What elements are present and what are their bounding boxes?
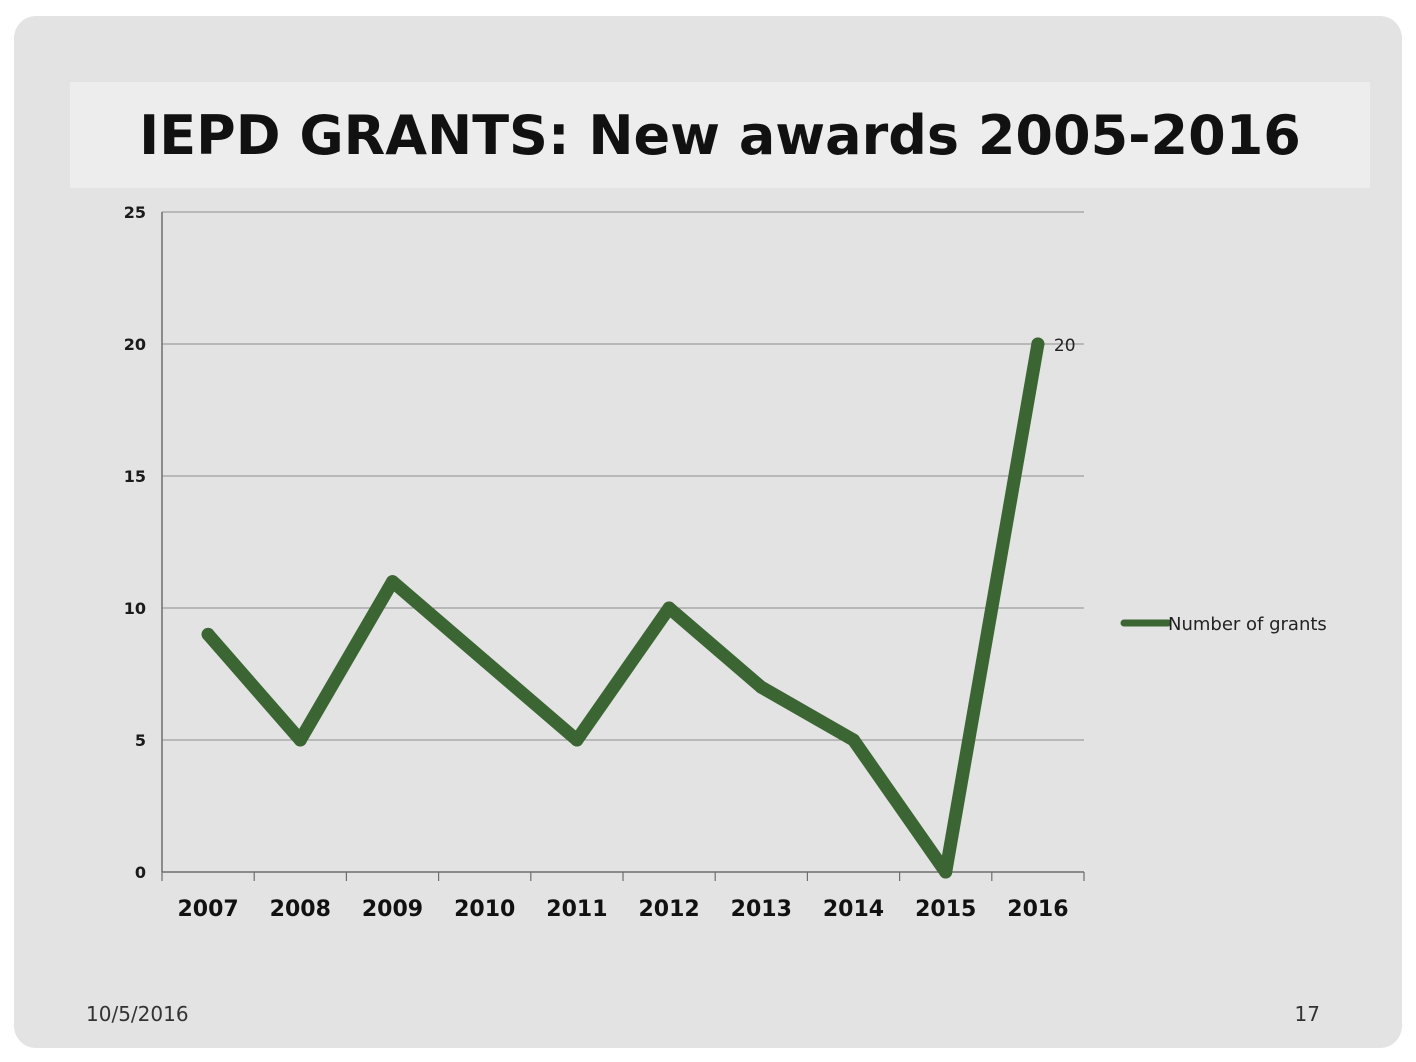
data-point (386, 575, 399, 589)
data-point (847, 733, 860, 747)
x-tick-label: 2012 (638, 897, 699, 922)
data-point (754, 680, 768, 694)
x-tick-label: 2010 (454, 897, 515, 922)
data-point (570, 733, 584, 747)
data-point (478, 654, 492, 668)
x-tick-label: 2009 (362, 897, 423, 922)
x-tick-label: 2008 (270, 897, 331, 922)
y-tick-label: 0 (135, 863, 146, 882)
line-chart: 0 5 10 15 20 25 2007 2008 2009 2010 2011 2012 2013 20… (124, 203, 1327, 922)
y-tick-label: 25 (124, 203, 146, 222)
title-band: IEPD GRANTS: New awards 2005-2016 (70, 82, 1370, 188)
y-tick-label: 15 (124, 467, 146, 486)
y-tick-label: 10 (124, 599, 146, 618)
data-label: 20 (1054, 336, 1076, 356)
x-tick-label: 2016 (1007, 897, 1068, 922)
y-tick-label: 20 (124, 335, 146, 354)
legend-label: Number of grants (1168, 614, 1327, 635)
x-tick-label: 2007 (177, 897, 238, 922)
x-tick-label: 2015 (915, 897, 976, 922)
page-number: 17 (1294, 1002, 1320, 1026)
x-tick-label: 2014 (823, 897, 884, 922)
x-tick-label: 2011 (546, 897, 607, 922)
y-tick-label: 5 (135, 731, 146, 750)
series-line (201, 337, 1045, 879)
slide-title: IEPD GRANTS: New awards 2005-2016 (139, 103, 1301, 167)
x-tick-label: 2013 (731, 897, 792, 922)
data-point (662, 601, 676, 615)
data-point (293, 733, 307, 747)
data-point (201, 627, 215, 641)
data-point (1031, 337, 1045, 351)
data-point (939, 865, 953, 879)
footer-date: 10/5/2016 (86, 1002, 189, 1026)
slide: IEPD GRANTS: New awards 2005-2016 0 5 10 15… (14, 16, 1402, 1048)
